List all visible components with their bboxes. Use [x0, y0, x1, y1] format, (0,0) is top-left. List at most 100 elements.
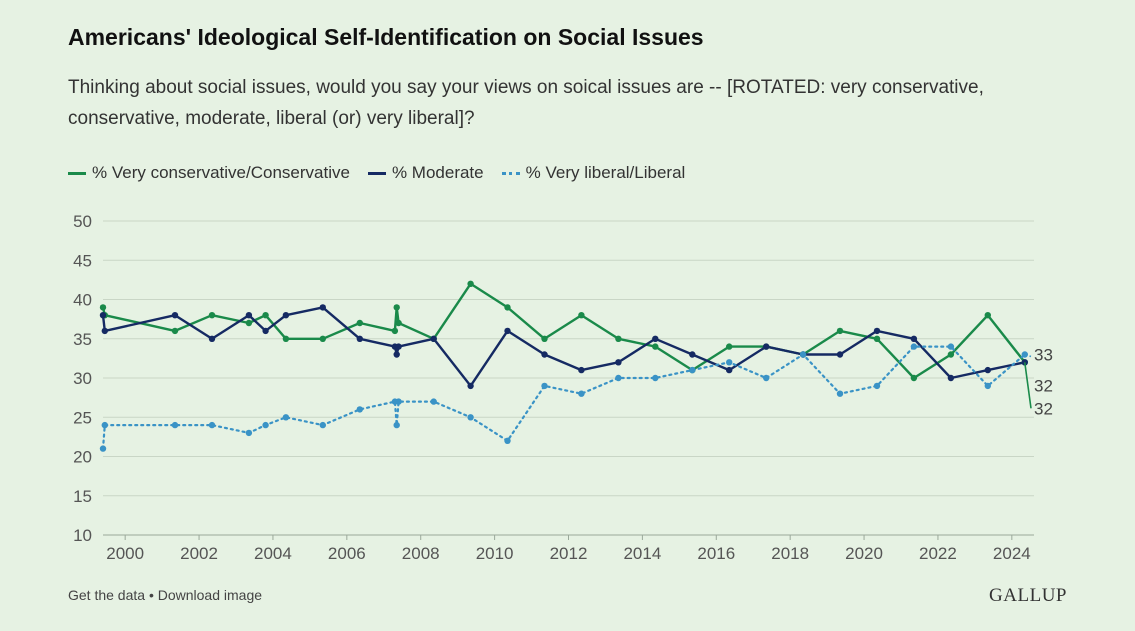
y-axis-ticks: 10 15 20 25 30 35 40 45 50: [73, 212, 92, 545]
data-point: [208, 312, 216, 319]
data-point: [652, 374, 659, 382]
y-tick-label: 50: [73, 212, 92, 231]
data-point: [171, 312, 179, 319]
legend-item-conservative: % Very conservative/Conservative: [68, 163, 350, 183]
data-point: [578, 390, 585, 397]
data-point: [873, 382, 881, 390]
data-point: [282, 414, 290, 421]
gridlines: [103, 220, 1034, 536]
series-lines: [101, 282, 1026, 450]
x-tick-label: 2008: [402, 544, 440, 563]
y-tick-label: 30: [73, 369, 92, 388]
data-point: [947, 351, 955, 358]
data-point: [541, 351, 548, 358]
end-label-1: 32: [1034, 376, 1053, 395]
data-point: [101, 327, 109, 335]
data-point: [726, 343, 733, 350]
series-line-1: [101, 306, 1026, 388]
chart-title: Americans' Ideological Self-Identificati…: [68, 24, 704, 50]
data-point: [578, 366, 585, 374]
data-point: [171, 421, 179, 429]
x-tick-label: 2002: [180, 544, 218, 563]
data-point: [262, 327, 269, 335]
data-point: [208, 421, 216, 429]
end-label-0: 32: [1034, 399, 1053, 418]
data-point: [393, 421, 400, 429]
x-tick-label: 2016: [697, 544, 735, 563]
y-tick-label: 35: [73, 330, 92, 349]
data-point: [726, 366, 733, 374]
data-point: [262, 421, 269, 429]
data-point: [726, 359, 733, 366]
data-point: [984, 366, 991, 374]
data-point: [984, 382, 991, 390]
x-tick-label: 2018: [771, 544, 809, 563]
data-point: [615, 374, 622, 382]
data-point: [615, 359, 622, 366]
legend-item-liberal: % Very liberal/Liberal: [501, 163, 685, 183]
data-point: [947, 374, 955, 382]
data-point: [467, 414, 474, 421]
data-point: [910, 335, 918, 342]
legend-swatch-liberal: [501, 171, 520, 175]
data-point: [99, 304, 107, 311]
data-point: [319, 335, 326, 342]
legend-swatch-conservative: [68, 171, 86, 175]
legend-label-moderate: % Moderate: [391, 163, 484, 182]
data-point: [689, 351, 696, 358]
data-point: [356, 406, 363, 413]
data-point: [799, 351, 807, 358]
data-point: [763, 374, 770, 382]
data-point: [430, 335, 437, 342]
x-tick-label: 2000: [106, 544, 144, 563]
data-point: [395, 398, 402, 405]
legend: % Very conservative/Conservative % Moder…: [68, 163, 685, 183]
data-point: [245, 319, 253, 327]
x-tick-label: 2004: [254, 544, 292, 563]
data-point: [430, 398, 437, 405]
data-point: [652, 335, 659, 342]
y-tick-label: 20: [73, 448, 92, 467]
end-label-2: 33: [1034, 345, 1053, 364]
x-tick-label: 2014: [623, 544, 661, 563]
x-tick-label: 2020: [845, 544, 883, 563]
data-point: [245, 312, 253, 319]
data-point: [356, 319, 363, 327]
end-label-connector: [1023, 362, 1032, 409]
data-point: [615, 335, 622, 342]
data-point: [873, 335, 881, 342]
data-point: [504, 327, 511, 335]
legend-swatch-moderate: [367, 171, 386, 175]
x-tick-label: 2022: [919, 544, 957, 563]
x-tick-label: 2006: [328, 544, 366, 563]
y-tick-label: 45: [73, 251, 92, 270]
x-tick-label: 2012: [550, 544, 588, 563]
data-point: [541, 382, 548, 390]
data-point: [282, 312, 290, 319]
data-point: [689, 366, 696, 374]
data-point: [393, 304, 400, 311]
data-point: [99, 445, 107, 452]
data-point: [208, 335, 216, 342]
footer-links[interactable]: Get the data • Download image: [68, 587, 263, 603]
data-point: [467, 280, 474, 287]
end-label-connector: [1024, 353, 1032, 358]
data-point: [245, 429, 253, 437]
data-point: [947, 343, 955, 350]
data-point: [504, 437, 511, 444]
data-point: [395, 319, 402, 327]
data-point: [652, 343, 659, 350]
legend-label-conservative: % Very conservative/Conservative: [92, 163, 350, 182]
end-labels: 33 32 32: [1023, 345, 1053, 418]
data-point: [319, 304, 326, 311]
data-point: [393, 351, 400, 358]
data-point: [467, 382, 474, 390]
x-tick-label: 2010: [476, 544, 514, 563]
data-point: [395, 343, 402, 350]
x-tick-label: 2024: [993, 544, 1031, 563]
data-point: [910, 343, 918, 350]
data-point: [171, 327, 179, 335]
y-tick-label: 15: [73, 487, 92, 506]
y-tick-label: 25: [73, 408, 92, 427]
